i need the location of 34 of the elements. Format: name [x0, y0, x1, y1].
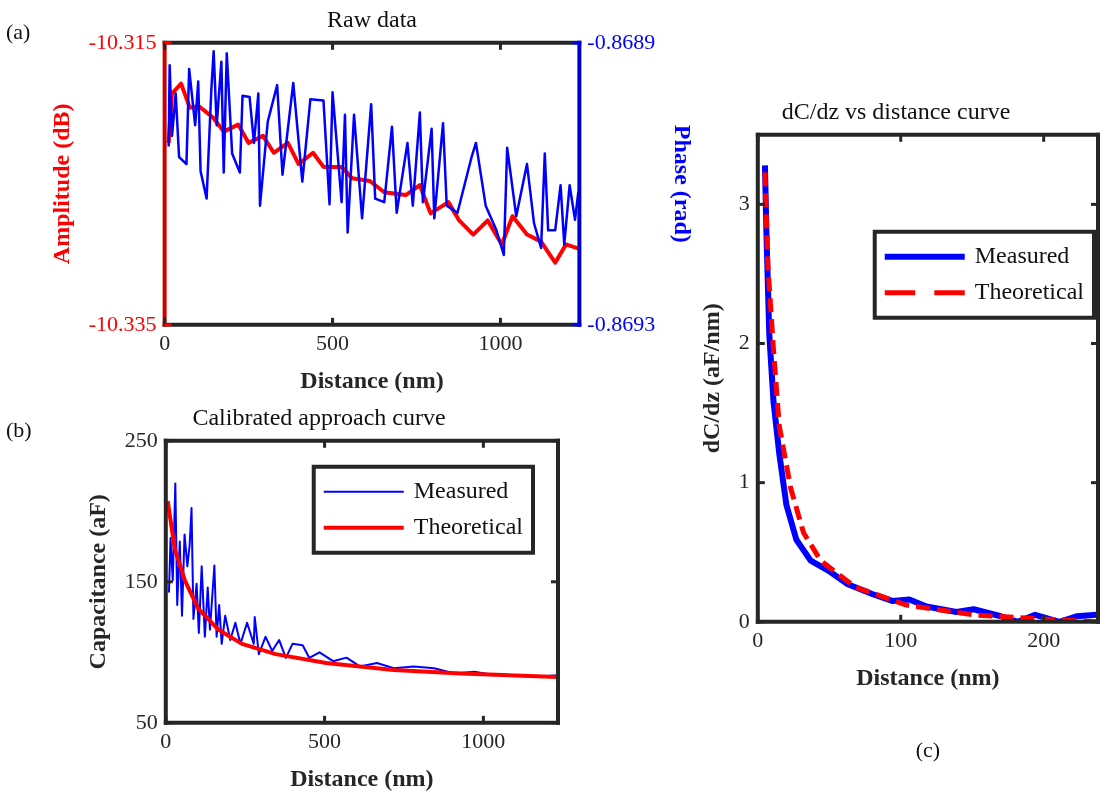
y2-tick-label: -0.8689	[587, 28, 656, 54]
x-axis-title: Distance (nm)	[300, 366, 444, 393]
chart-title: dC/dz vs distance curve	[781, 97, 1011, 124]
y-tick-label: -10.315	[88, 28, 157, 54]
y2-axis-title: Phase (rad)	[670, 124, 697, 243]
legend-label: Measured	[413, 477, 509, 504]
y-tick-label: 250	[124, 426, 158, 452]
y-tick-label: 1	[738, 468, 750, 494]
text: (a)	[6, 18, 31, 44]
y-axis-title: Amplitude (dB)	[47, 103, 74, 265]
y-tick-label: 50	[135, 708, 158, 734]
y-tick-label: 3	[738, 190, 750, 216]
legend-label: Measured	[974, 242, 1070, 269]
x-tick-label: 100	[884, 626, 918, 652]
x-axis-title: Distance (nm)	[856, 663, 1000, 690]
legend-label: Theoretical	[413, 513, 524, 540]
text: (c)	[915, 736, 941, 762]
x-tick-label: 500	[308, 727, 342, 753]
chart-title: Raw data	[327, 5, 418, 32]
x-tick-label: 500	[316, 329, 350, 355]
y-tick-label: 150	[124, 567, 158, 593]
x-tick-label: 200	[1027, 626, 1061, 652]
chart-title: Calibrated approach curve	[192, 403, 446, 430]
y-tick-label: 0	[738, 607, 750, 633]
text: (b)	[6, 416, 32, 442]
y-axis-title: Capacitance (aF)	[83, 494, 110, 670]
y2-tick-label: -0.8693	[587, 310, 656, 336]
y-tick-label: -10.335	[88, 310, 157, 336]
x-axis-title: Distance (nm)	[290, 764, 434, 791]
y-axis-title: dC/dz (aF/nm)	[697, 303, 724, 454]
legend-label: Theoretical	[974, 278, 1085, 305]
x-tick-label: 1000	[461, 727, 506, 753]
y-tick-label: 2	[738, 329, 750, 355]
x-tick-label: 1000	[478, 329, 523, 355]
